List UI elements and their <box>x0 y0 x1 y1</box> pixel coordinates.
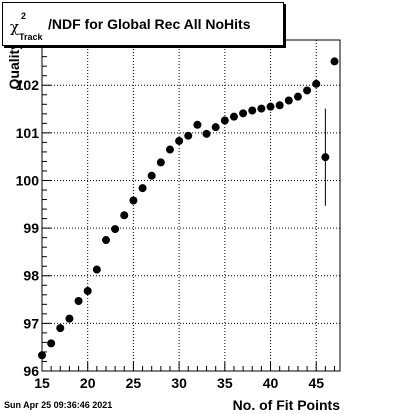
data-point <box>65 314 74 323</box>
data-point <box>293 92 302 101</box>
y-tick-label: 98 <box>23 268 39 284</box>
data-point <box>92 265 101 274</box>
x-tick-label: 35 <box>217 375 233 391</box>
data-point <box>83 286 92 295</box>
data-point <box>138 184 147 193</box>
data-point <box>193 120 202 129</box>
data-point <box>165 145 174 154</box>
data-point <box>56 324 65 333</box>
data-point <box>248 106 257 115</box>
tick-labels: 15 20 25 30 35 40 45 96 97 98 99 100 101 102 <box>16 77 325 391</box>
y-tick-label: 96 <box>23 363 39 379</box>
chi-subscript: Track <box>19 32 44 42</box>
plot-frame <box>41 39 341 372</box>
y-tick-label: 101 <box>16 125 40 141</box>
data-point <box>175 136 184 145</box>
data-point <box>321 153 330 162</box>
x-tick-label: 20 <box>80 375 96 391</box>
x-tick-label: 15 <box>34 375 50 391</box>
data-point <box>312 79 321 88</box>
data-point <box>275 101 284 110</box>
x-tick-label: 25 <box>126 375 142 391</box>
y-tick-label: 102 <box>16 77 40 93</box>
data-point <box>330 57 339 66</box>
chi-superscript: 2 <box>21 11 26 21</box>
grid <box>42 40 340 371</box>
data-point <box>184 131 193 140</box>
data-point <box>74 296 83 305</box>
chart-title: /NDF for Global Rec All NoHits <box>48 16 251 32</box>
data-point <box>284 96 293 105</box>
chart-title-box: χ 2 Track /NDF for Global Rec All NoHits <box>2 2 284 46</box>
data-point <box>202 129 211 138</box>
y-tick-label: 100 <box>16 172 40 188</box>
data-point <box>101 236 110 245</box>
axis-ticks <box>41 46 336 372</box>
data-point <box>147 171 156 180</box>
y-tick-label: 99 <box>23 220 39 236</box>
data-point <box>211 123 220 132</box>
timestamp: Sun Apr 25 09:36:46 2021 <box>4 400 113 410</box>
data-point <box>229 112 238 121</box>
chi-squared-symbol: χ 2 Track <box>10 11 44 42</box>
data-point <box>303 86 312 95</box>
x-axis-label: No. of Fit Points <box>233 397 341 413</box>
data-point <box>239 109 248 118</box>
x-tick-label: 45 <box>308 375 324 391</box>
data-point <box>120 211 129 220</box>
data-point <box>156 158 165 167</box>
data-point <box>257 104 266 113</box>
x-tick-label: 40 <box>263 375 279 391</box>
data-point <box>111 225 120 234</box>
data-point <box>266 102 275 111</box>
data-points <box>38 57 339 360</box>
data-point <box>220 116 229 125</box>
data-point <box>129 196 138 205</box>
chi-symbol: χ <box>10 18 19 36</box>
y-tick-label: 97 <box>23 315 39 331</box>
y-axis-label: Quality <box>6 42 22 90</box>
x-tick-label: 30 <box>171 375 187 391</box>
data-point <box>47 339 56 348</box>
data-point <box>38 351 46 360</box>
